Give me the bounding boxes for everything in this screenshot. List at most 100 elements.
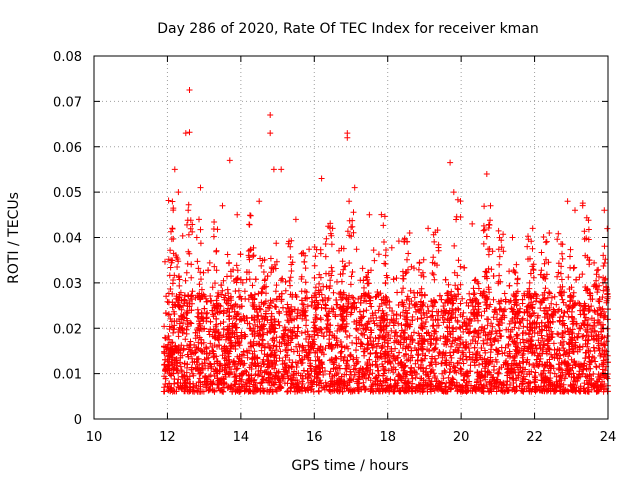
data-point	[343, 295, 350, 302]
data-point	[240, 313, 247, 320]
data-point	[567, 246, 574, 253]
data-point	[564, 325, 571, 332]
data-point	[312, 357, 319, 364]
data-point	[193, 382, 200, 389]
chart-title: Day 286 of 2020, Rate Of TEC Index for r…	[157, 21, 539, 37]
data-point	[306, 246, 313, 253]
data-point	[265, 379, 272, 386]
data-point	[520, 358, 527, 365]
data-point	[559, 296, 566, 303]
data-point	[244, 354, 251, 361]
data-point	[411, 294, 418, 301]
data-point	[345, 345, 352, 352]
data-point	[440, 303, 447, 310]
data-point	[161, 323, 168, 330]
data-point	[320, 371, 327, 378]
data-point	[510, 384, 517, 391]
data-point	[453, 369, 460, 376]
data-point	[414, 351, 421, 358]
data-point	[167, 315, 174, 322]
data-point	[519, 354, 526, 361]
data-point	[560, 299, 567, 306]
data-point	[499, 350, 506, 357]
data-point	[304, 303, 311, 310]
data-point	[459, 356, 466, 363]
data-point	[303, 322, 309, 329]
data-point	[443, 341, 450, 348]
data-point	[369, 310, 376, 317]
data-point	[557, 352, 564, 359]
data-point	[281, 324, 288, 331]
data-point	[378, 344, 385, 351]
data-point	[489, 341, 495, 348]
data-point	[296, 343, 303, 350]
data-point	[393, 275, 400, 282]
data-point	[328, 264, 335, 271]
data-point	[560, 338, 567, 345]
data-point	[555, 331, 562, 338]
data-point	[520, 323, 527, 330]
data-point	[220, 277, 227, 284]
data-point	[548, 300, 555, 307]
data-point	[411, 265, 417, 272]
data-point	[169, 290, 176, 297]
data-point	[570, 370, 577, 377]
data-point	[390, 312, 397, 319]
data-point	[220, 375, 227, 382]
data-point	[378, 354, 385, 361]
data-point	[447, 343, 454, 350]
data-point	[177, 363, 184, 370]
data-point	[217, 308, 224, 315]
data-point	[375, 387, 382, 394]
data-point	[303, 336, 309, 342]
data-point	[194, 313, 201, 320]
data-point	[537, 355, 544, 362]
data-point	[388, 244, 395, 251]
data-point	[382, 367, 389, 373]
data-point	[272, 362, 279, 368]
data-point	[412, 360, 419, 367]
data-point	[515, 325, 522, 332]
data-point	[208, 363, 215, 370]
data-point	[312, 253, 319, 260]
data-point	[353, 354, 360, 361]
data-point	[295, 306, 302, 313]
data-point	[551, 370, 558, 377]
data-point	[490, 314, 497, 321]
data-point	[351, 299, 358, 306]
data-point	[315, 332, 321, 339]
data-point	[375, 251, 382, 258]
data-point	[162, 334, 168, 341]
data-point	[576, 274, 583, 281]
data-point	[286, 357, 293, 363]
data-point	[271, 381, 278, 388]
data-point	[182, 336, 189, 343]
data-point	[180, 320, 187, 326]
data-point	[435, 352, 442, 359]
data-point	[239, 279, 246, 286]
data-point	[395, 238, 402, 245]
data-point	[489, 323, 496, 330]
data-point	[183, 269, 190, 276]
data-point	[423, 365, 430, 372]
data-point	[288, 346, 295, 353]
data-point	[589, 353, 596, 360]
data-point	[162, 258, 168, 265]
data-point	[589, 296, 596, 303]
data-point	[469, 337, 476, 343]
data-point	[460, 360, 467, 367]
data-point	[561, 320, 567, 327]
data-point	[592, 309, 599, 315]
data-point	[376, 335, 383, 342]
data-point	[233, 262, 240, 269]
data-point	[206, 331, 213, 338]
data-point	[501, 290, 508, 297]
data-point	[471, 290, 478, 297]
data-point	[493, 388, 500, 395]
data-point	[473, 357, 480, 364]
data-point	[476, 361, 482, 368]
data-point	[589, 325, 596, 332]
data-point	[513, 261, 520, 268]
